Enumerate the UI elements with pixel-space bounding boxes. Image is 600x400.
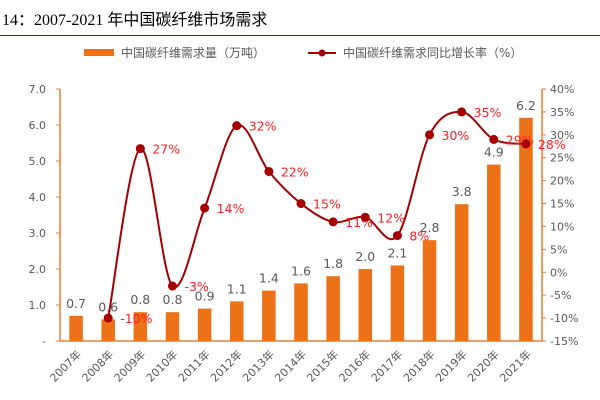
title-divider (0, 35, 600, 36)
growth-data-label: 14% (217, 201, 245, 216)
bar (390, 265, 405, 341)
right-tick-label: 15% (550, 198, 574, 211)
bar (262, 290, 276, 341)
legend-marker-line (318, 49, 326, 57)
growth-data-label: 22% (281, 164, 309, 179)
bar (294, 283, 308, 341)
bar-data-label: 6.2 (516, 98, 536, 113)
growth-marker (296, 199, 306, 209)
right-tick-label: 35% (550, 106, 574, 119)
x-tick-label: 2009年 (111, 347, 148, 384)
x-tick-label: 2013年 (240, 347, 277, 384)
growth-data-label: 15% (313, 197, 341, 212)
left-tick-label: 4.0 (29, 191, 47, 204)
bar (229, 301, 244, 341)
growth-data-label: 8% (409, 229, 429, 244)
left-tick-label: 5.0 (29, 155, 47, 168)
growth-line (107, 110, 527, 319)
bar-data-label: 0.8 (163, 292, 183, 307)
legend-swatch-bar (84, 49, 114, 56)
x-tick-label: 2018年 (400, 347, 437, 384)
left-tick-label: 7.0 (29, 83, 47, 96)
growth-marker (103, 313, 113, 323)
bar (454, 204, 469, 341)
x-tick-label: 2021年 (497, 347, 534, 384)
growth-data-label: 28% (538, 137, 566, 152)
left-tick-label: 2.0 (29, 263, 47, 276)
x-tick-label: 2015年 (304, 347, 341, 384)
right-tick-label: 10% (550, 220, 574, 233)
right-tick-label: 20% (550, 175, 574, 188)
x-tick-label: 2008年 (79, 347, 116, 384)
bar (487, 164, 501, 341)
right-tick-label: -15% (550, 335, 578, 348)
x-tick-label: 2020年 (464, 347, 501, 384)
growth-marker (521, 139, 531, 149)
growth-data-label: 30% (442, 128, 470, 143)
growth-marker (489, 134, 499, 144)
growth-marker (360, 212, 370, 222)
growth-marker (425, 130, 435, 140)
bar-data-label: 1.1 (227, 281, 247, 296)
bar (165, 312, 180, 341)
growth-marker (167, 281, 177, 291)
right-tick-label: 30% (550, 129, 574, 142)
right-tick-label: 25% (550, 152, 574, 165)
bar (69, 315, 83, 341)
growth-data-label: -10% (120, 311, 152, 326)
growth-marker (264, 166, 274, 176)
chart-title: 14：2007-2021 年中国碳纤维市场需求 (2, 12, 268, 29)
bar-data-label: 2.0 (355, 249, 375, 264)
bar (422, 240, 437, 341)
x-tick-label: 2007年 (47, 347, 84, 384)
growth-marker (392, 231, 402, 241)
right-tick-label: 0% (550, 266, 567, 279)
x-tick-label: 2017年 (368, 347, 405, 384)
bar-data-label: 0.8 (130, 292, 150, 307)
left-tick-label: 6.0 (29, 119, 47, 132)
bar (326, 276, 340, 341)
growth-marker (457, 107, 467, 117)
left-tick-label: 1.0 (29, 299, 47, 312)
x-tick-label: 2010年 (143, 347, 180, 384)
x-tick-label: 2011年 (175, 347, 212, 384)
right-tick-label: -5% (550, 289, 571, 302)
growth-marker (135, 144, 145, 154)
bar-data-label: 1.6 (291, 263, 311, 278)
legend-label-line: 中国碳纤维需求同比增长率（%） (343, 45, 522, 60)
right-tick-label: 5% (550, 243, 567, 256)
growth-data-label: 35% (474, 105, 502, 120)
x-tick-label: 2019年 (432, 347, 469, 384)
x-tick-label: 2012年 (207, 347, 244, 384)
bar-data-label: 2.1 (387, 245, 407, 260)
bar (519, 117, 533, 341)
right-tick-label: -10% (550, 312, 578, 325)
bar-data-label: 1.4 (259, 271, 279, 286)
growth-marker (328, 217, 338, 227)
bar-data-label: 3.8 (452, 184, 472, 199)
growth-data-label: 12% (377, 210, 405, 225)
bar-data-label: 4.9 (484, 145, 504, 160)
bar-data-label: 1.8 (323, 256, 343, 271)
bar-data-label: 2.8 (420, 220, 440, 235)
growth-marker (232, 121, 242, 131)
left-tick-label: 3.0 (29, 227, 47, 240)
bar (101, 319, 115, 341)
right-tick-label: 40% (550, 83, 574, 96)
bar (133, 312, 148, 341)
growth-data-label: -3% (184, 279, 208, 294)
bar (197, 308, 212, 341)
x-tick-label: 2016年 (336, 347, 373, 384)
growth-data-label: 32% (249, 119, 277, 134)
x-tick-label: 2014年 (272, 347, 309, 384)
growth-data-label: 27% (152, 142, 180, 157)
bar (358, 269, 373, 341)
bar-data-label: 0.9 (195, 289, 215, 304)
bar-data-label: 0.6 (98, 299, 118, 314)
legend-label-bar: 中国碳纤维需求量（万吨） (121, 45, 265, 60)
growth-marker (200, 203, 210, 213)
left-tick-label: - (42, 335, 46, 348)
bar-data-label: 0.7 (66, 296, 86, 311)
